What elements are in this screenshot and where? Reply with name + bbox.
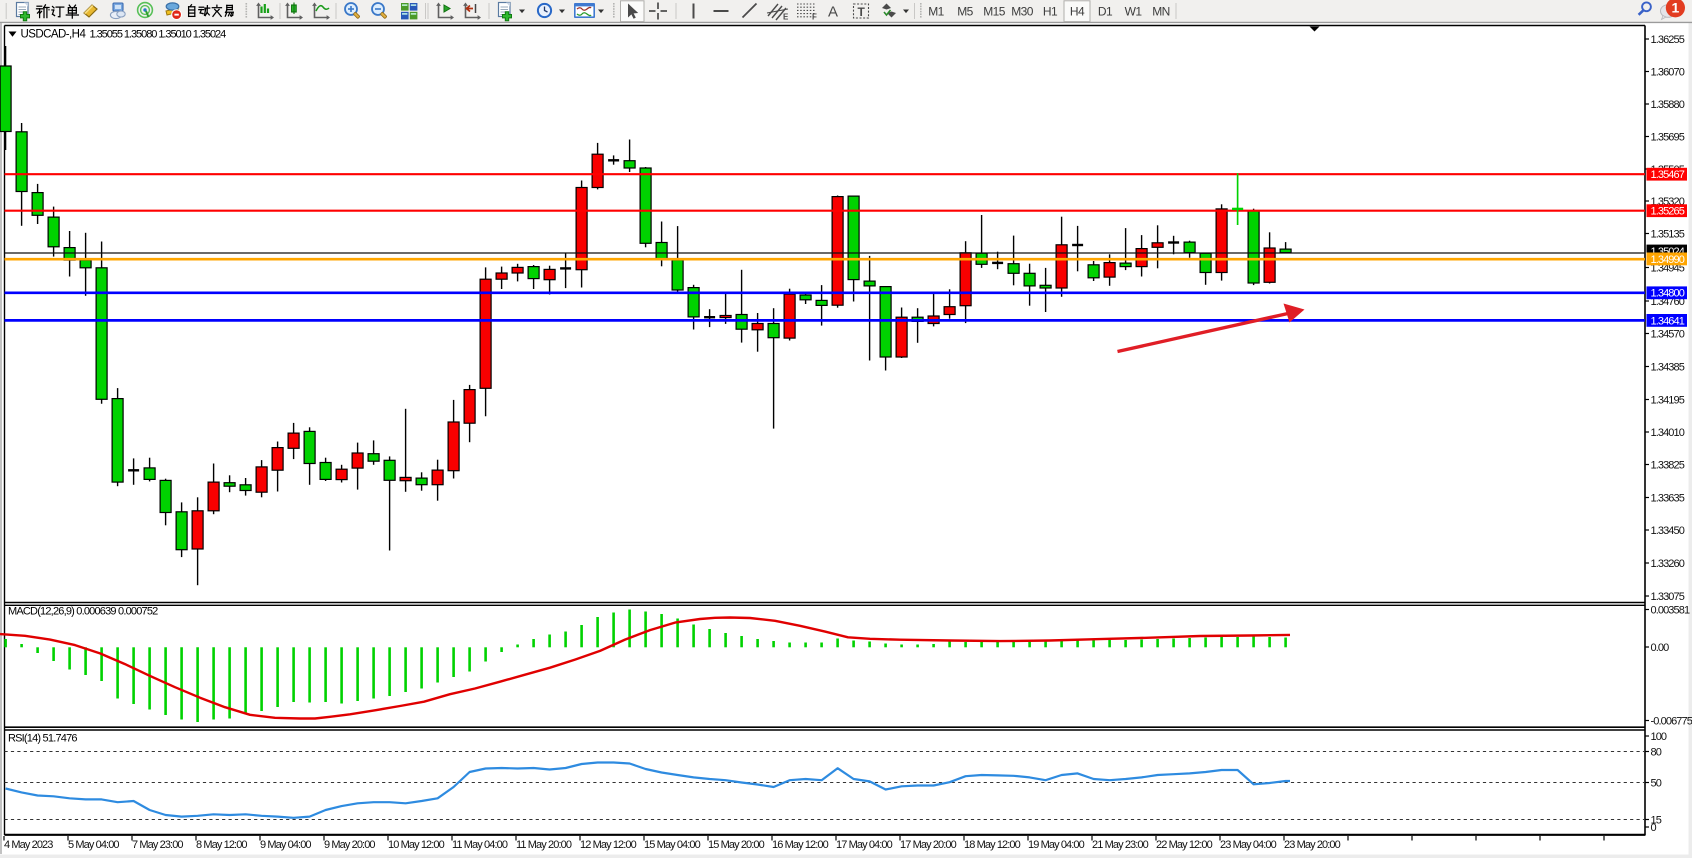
svg-text:80: 80 <box>1651 746 1662 758</box>
svg-text:19 May 04:00: 19 May 04:00 <box>1028 839 1085 851</box>
svg-text:1.34195: 1.34195 <box>1651 394 1685 406</box>
svg-text:23 May 04:00: 23 May 04:00 <box>1220 839 1277 851</box>
svg-text:0.003581: 0.003581 <box>1651 604 1690 616</box>
svg-text:12 May 12:00: 12 May 12:00 <box>580 839 637 851</box>
svg-text:15: 15 <box>1651 814 1662 826</box>
svg-text:H4: H4 <box>1070 4 1085 18</box>
svg-text:9 May 04:00: 9 May 04:00 <box>260 839 311 851</box>
svg-text:D1: D1 <box>1098 4 1113 18</box>
svg-text:1.35695: 1.35695 <box>1651 131 1685 143</box>
svg-text:50: 50 <box>1651 777 1662 789</box>
svg-text:1.35135: 1.35135 <box>1651 228 1685 240</box>
svg-text:W1: W1 <box>1125 4 1143 18</box>
svg-text:1.33260: 1.33260 <box>1651 558 1685 570</box>
svg-text:USDCAD-,H4: USDCAD-,H4 <box>21 29 87 41</box>
svg-text:10 May 12:00: 10 May 12:00 <box>388 839 445 851</box>
svg-text:1.33635: 1.33635 <box>1651 492 1685 504</box>
svg-text:E: E <box>783 13 789 22</box>
svg-text:1.35880: 1.35880 <box>1651 99 1685 111</box>
svg-text:8 May 12:00: 8 May 12:00 <box>196 839 247 851</box>
svg-text:1.35467: 1.35467 <box>1651 169 1685 181</box>
svg-text:7 May 23:00: 7 May 23:00 <box>132 839 183 851</box>
svg-text:1.34990: 1.34990 <box>1651 254 1685 266</box>
svg-text:1.33075: 1.33075 <box>1651 591 1685 603</box>
svg-text:M30: M30 <box>1011 4 1033 18</box>
svg-text:1: 1 <box>1672 0 1680 16</box>
svg-text:1.33825: 1.33825 <box>1651 459 1685 471</box>
svg-text:11 May 04:00: 11 May 04:00 <box>452 839 508 851</box>
svg-text:M15: M15 <box>983 4 1005 18</box>
svg-text:-0.006775: -0.006775 <box>1651 715 1692 727</box>
svg-text:F: F <box>812 13 817 22</box>
svg-text:1.34641: 1.34641 <box>1651 315 1685 327</box>
svg-text:15 May 04:00: 15 May 04:00 <box>644 839 701 851</box>
svg-text:1.34385: 1.34385 <box>1651 361 1685 373</box>
svg-text:100: 100 <box>1651 731 1667 743</box>
svg-text:17 May 20:00: 17 May 20:00 <box>900 839 957 851</box>
svg-text:18 May 12:00: 18 May 12:00 <box>964 839 1021 851</box>
svg-text:1.34570: 1.34570 <box>1651 328 1685 340</box>
svg-text:16 May 12:00: 16 May 12:00 <box>772 839 829 851</box>
svg-text:A: A <box>828 4 838 21</box>
svg-text:21 May 23:00: 21 May 23:00 <box>1092 839 1149 851</box>
svg-text:1.36070: 1.36070 <box>1651 66 1685 78</box>
svg-text:1.36255: 1.36255 <box>1651 34 1685 46</box>
svg-text:1.33450: 1.33450 <box>1651 525 1685 537</box>
svg-text:0: 0 <box>1651 822 1657 834</box>
svg-text:1.35055 1.35080 1.35010 1.3502: 1.35055 1.35080 1.35010 1.35024 <box>90 29 227 41</box>
svg-text:9 May 20:00: 9 May 20:00 <box>324 839 375 851</box>
svg-text:M1: M1 <box>928 4 944 18</box>
svg-text:22 May 12:00: 22 May 12:00 <box>1156 839 1213 851</box>
svg-text:0.00: 0.00 <box>1651 642 1670 654</box>
svg-text:5 May 04:00: 5 May 04:00 <box>68 839 119 851</box>
svg-text:T: T <box>858 5 866 19</box>
svg-text:RSI(14) 51.7476: RSI(14) 51.7476 <box>8 733 77 745</box>
svg-text:M5: M5 <box>957 4 973 18</box>
svg-text:1.34945: 1.34945 <box>1651 262 1685 274</box>
svg-text:17 May 04:00: 17 May 04:00 <box>836 839 893 851</box>
svg-text:23 May 20:00: 23 May 20:00 <box>1284 839 1341 851</box>
svg-text:1.34010: 1.34010 <box>1651 427 1685 439</box>
svg-text:11 May 20:00: 11 May 20:00 <box>516 839 572 851</box>
svg-text:H1: H1 <box>1043 4 1058 18</box>
svg-text:15 May 20:00: 15 May 20:00 <box>708 839 765 851</box>
svg-text:4 May 2023: 4 May 2023 <box>4 839 53 851</box>
svg-text:1.35265: 1.35265 <box>1651 206 1685 218</box>
svg-text:MN: MN <box>1152 4 1169 18</box>
svg-text:MACD(12,26,9) 0.000639 0.00075: MACD(12,26,9) 0.000639 0.000752 <box>8 606 158 618</box>
svg-text:1.34800: 1.34800 <box>1651 288 1685 300</box>
